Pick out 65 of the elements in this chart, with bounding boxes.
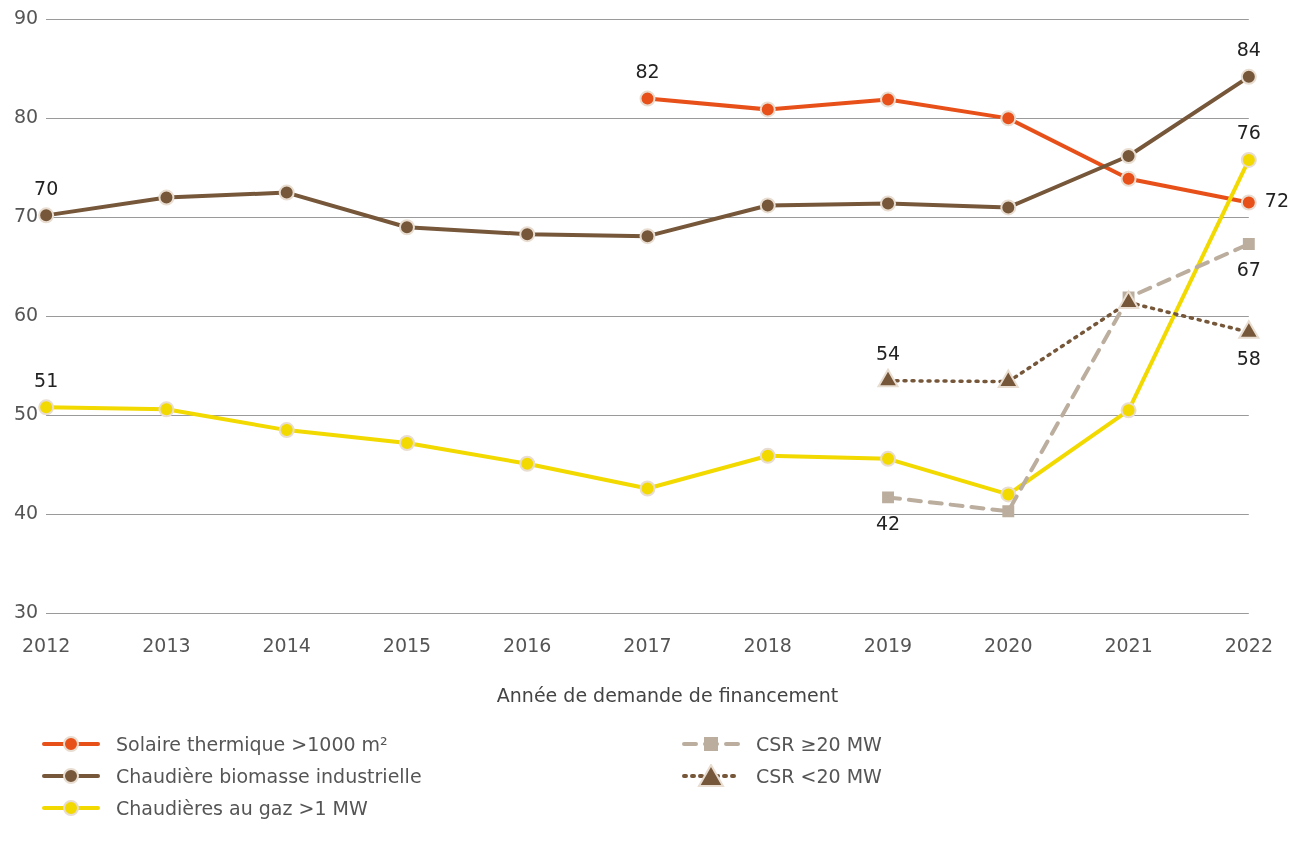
x-tick-label: 2021 bbox=[1104, 633, 1153, 656]
data-label: 84 bbox=[1236, 38, 1261, 61]
point bbox=[1120, 147, 1137, 164]
point bbox=[1242, 238, 1255, 250]
point bbox=[1000, 110, 1017, 127]
y-tick-label: 90 bbox=[13, 6, 39, 29]
point bbox=[38, 207, 55, 224]
legend-label: Solaire thermique >1000 m² bbox=[116, 733, 388, 755]
data-label: 42 bbox=[875, 511, 901, 534]
point bbox=[759, 101, 776, 118]
point bbox=[639, 228, 656, 245]
y-tick-label: 50 bbox=[13, 402, 39, 425]
data-label: 76 bbox=[1236, 121, 1261, 144]
point bbox=[1002, 505, 1015, 518]
data-label: 51 bbox=[34, 368, 59, 391]
data-label: 58 bbox=[1236, 346, 1261, 369]
x-tick-label: 2017 bbox=[623, 633, 672, 656]
point bbox=[1120, 170, 1137, 187]
x-tick-label: 2020 bbox=[984, 633, 1033, 656]
point bbox=[519, 455, 536, 472]
x-tick-label: 2014 bbox=[262, 633, 311, 656]
point bbox=[398, 219, 415, 236]
point bbox=[38, 399, 55, 416]
y-tick-label: 70 bbox=[13, 204, 39, 227]
point bbox=[880, 91, 897, 108]
x-tick-label: 2015 bbox=[382, 633, 432, 656]
point bbox=[639, 90, 656, 107]
y-tick-label: 80 bbox=[13, 105, 39, 128]
x-tick-label: 2022 bbox=[1224, 633, 1273, 656]
x-tick-label: 2019 bbox=[863, 633, 913, 656]
point bbox=[1120, 402, 1137, 419]
legend-label: CSR ≥20 MW bbox=[756, 733, 882, 755]
point bbox=[1000, 199, 1017, 216]
point bbox=[519, 226, 536, 243]
data-label: 70 bbox=[34, 176, 59, 199]
point bbox=[278, 422, 295, 439]
point bbox=[158, 401, 175, 418]
x-tick-label: 2018 bbox=[743, 633, 792, 656]
x-tick-label: 2016 bbox=[503, 633, 552, 656]
y-tick-label: 30 bbox=[13, 600, 39, 623]
point bbox=[278, 184, 295, 201]
data-label: 54 bbox=[875, 342, 901, 365]
legend-label: Chaudières au gaz >1 MW bbox=[116, 797, 368, 819]
data-label: 72 bbox=[1264, 189, 1290, 212]
point bbox=[639, 480, 656, 497]
point bbox=[398, 434, 415, 451]
point bbox=[759, 197, 776, 214]
point bbox=[1240, 151, 1257, 168]
point bbox=[1000, 486, 1017, 503]
point bbox=[880, 195, 897, 212]
point bbox=[1240, 68, 1257, 85]
x-tick-label: 2013 bbox=[142, 633, 191, 656]
point bbox=[1240, 194, 1257, 211]
data-label: 67 bbox=[1236, 258, 1261, 281]
data-label: 82 bbox=[635, 60, 660, 83]
legend-label: CSR <20 MW bbox=[756, 765, 882, 787]
point bbox=[759, 447, 776, 464]
point bbox=[158, 189, 175, 206]
x-tick-label: 2012 bbox=[22, 633, 71, 656]
y-tick-label: 60 bbox=[13, 303, 39, 326]
point bbox=[880, 450, 897, 467]
legend-label: Chaudière biomasse industrielle bbox=[116, 765, 422, 787]
y-tick-label: 40 bbox=[13, 501, 39, 524]
x-axis-title: Année de demande de financement bbox=[495, 684, 840, 706]
point bbox=[882, 491, 894, 504]
